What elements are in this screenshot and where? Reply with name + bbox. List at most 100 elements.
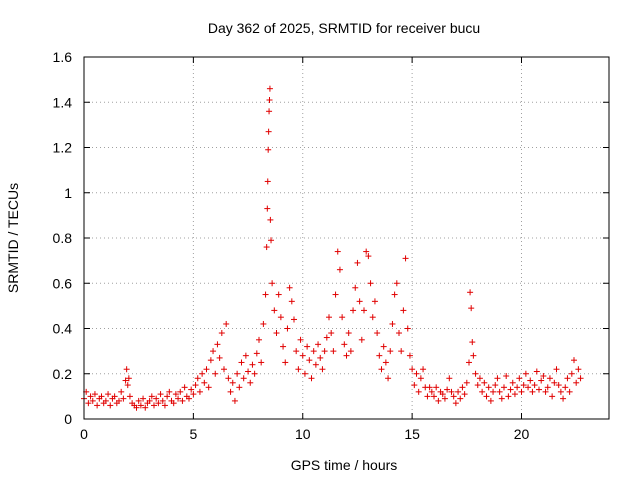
data-point	[286, 284, 293, 291]
data-point	[258, 359, 265, 366]
plot-frame	[83, 56, 610, 420]
data-point	[266, 96, 273, 103]
data-point	[265, 128, 272, 135]
data-point	[387, 348, 394, 355]
data-point	[177, 388, 184, 395]
data-point	[459, 384, 466, 391]
data-point	[140, 395, 147, 402]
data-point	[560, 395, 567, 402]
data-point	[275, 291, 282, 298]
data-points	[81, 85, 584, 411]
data-point	[404, 325, 411, 332]
data-point	[310, 348, 317, 355]
data-point	[148, 393, 155, 400]
data-point	[120, 395, 127, 402]
data-point	[507, 386, 514, 393]
data-point	[116, 397, 122, 404]
data-point	[343, 352, 350, 359]
data-point	[380, 343, 387, 350]
x-tick-label: 0	[80, 426, 88, 442]
data-point	[350, 307, 357, 314]
data-point	[468, 305, 475, 312]
data-point	[135, 397, 142, 404]
x-tick-label: 20	[514, 426, 530, 442]
data-point	[251, 370, 258, 377]
data-point	[282, 359, 289, 366]
data-point	[319, 366, 326, 373]
data-point	[216, 354, 223, 361]
data-point	[253, 350, 260, 357]
data-point	[192, 382, 199, 389]
data-point	[522, 370, 529, 377]
data-point	[369, 314, 376, 321]
data-point	[142, 404, 149, 411]
data-point	[229, 379, 236, 386]
data-point	[509, 379, 516, 386]
y-tick-label: 1.2	[53, 140, 73, 156]
data-point	[295, 366, 302, 373]
data-point	[518, 388, 525, 395]
data-point	[365, 253, 372, 260]
data-point	[249, 361, 256, 368]
data-point	[221, 366, 227, 373]
data-point	[431, 393, 437, 400]
data-point	[126, 393, 133, 400]
data-point	[376, 352, 383, 359]
y-tick-label: 0.2	[53, 366, 73, 382]
data-point	[503, 373, 510, 380]
data-point	[210, 348, 217, 355]
data-point	[479, 388, 486, 395]
data-point	[98, 393, 105, 400]
data-point	[264, 205, 271, 212]
data-point	[164, 393, 171, 400]
data-point	[190, 391, 197, 398]
axis-ticks	[83, 56, 609, 420]
data-point	[323, 334, 330, 341]
data-point	[328, 330, 335, 337]
data-point	[494, 375, 501, 382]
data-point	[358, 336, 365, 343]
data-point	[236, 384, 243, 391]
data-point	[273, 330, 280, 337]
data-point	[186, 395, 192, 402]
data-point	[461, 391, 468, 398]
data-point	[476, 375, 483, 382]
x-axis-label: GPS time / hours	[291, 457, 398, 473]
data-point	[374, 330, 381, 337]
y-tick-label: 1.6	[53, 49, 73, 65]
data-point	[264, 178, 271, 185]
y-tick-label: 1.4	[53, 94, 73, 110]
data-point	[234, 370, 241, 377]
data-point	[540, 373, 547, 380]
data-point	[293, 348, 300, 355]
data-point	[118, 388, 125, 395]
data-point	[354, 259, 361, 266]
data-point	[467, 289, 474, 296]
data-point	[334, 248, 341, 255]
data-point	[536, 386, 542, 393]
y-tick-label: 0.8	[53, 230, 73, 246]
data-point	[321, 348, 328, 355]
data-point	[223, 320, 230, 327]
data-point	[345, 330, 352, 337]
data-point	[280, 343, 287, 350]
data-point	[452, 400, 459, 407]
data-point	[487, 397, 494, 404]
data-point	[415, 388, 422, 395]
data-point	[496, 388, 503, 395]
data-point	[557, 388, 564, 395]
data-point	[483, 393, 490, 400]
data-point	[151, 402, 157, 409]
data-point	[553, 366, 560, 373]
data-point	[352, 284, 359, 291]
data-point	[218, 330, 225, 337]
data-point	[562, 384, 569, 391]
y-tick-label: 0	[64, 411, 72, 427]
data-point	[549, 393, 556, 400]
data-point	[385, 375, 392, 382]
data-point	[225, 375, 232, 382]
data-point	[470, 352, 477, 359]
chart-title: Day 362 of 2025, SRMTID for receiver buc…	[208, 20, 480, 36]
data-point	[105, 391, 112, 398]
